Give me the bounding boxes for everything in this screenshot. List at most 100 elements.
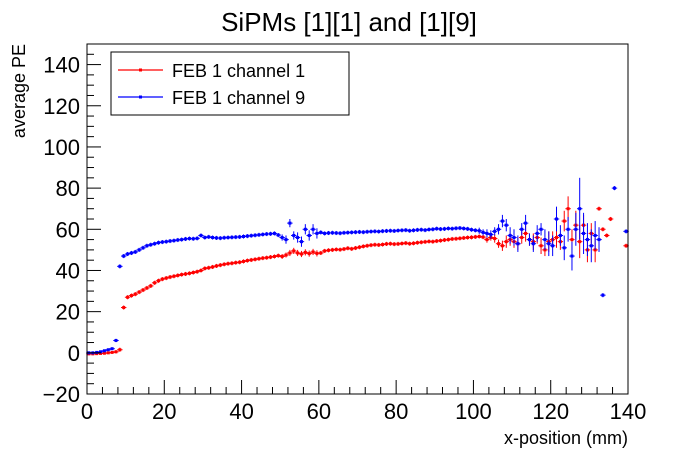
y-tick-label: 100 xyxy=(43,135,80,160)
data-point xyxy=(226,262,230,266)
data-point xyxy=(381,243,385,247)
data-point xyxy=(493,237,497,241)
data-point xyxy=(211,265,215,269)
data-point xyxy=(153,281,157,285)
data-point xyxy=(168,275,172,279)
data-point xyxy=(296,251,300,255)
data-point xyxy=(284,253,288,257)
data-point xyxy=(578,207,582,211)
data-point xyxy=(269,232,273,236)
data-point xyxy=(547,242,551,246)
x-tick-label: 40 xyxy=(229,399,253,424)
data-point xyxy=(203,266,207,270)
data-point xyxy=(551,244,555,248)
data-point xyxy=(543,238,547,242)
x-tick-label: 140 xyxy=(610,399,647,424)
data-point xyxy=(99,351,103,355)
data-point xyxy=(357,230,361,234)
legend-marker-series-2 xyxy=(139,95,142,99)
data-point xyxy=(601,293,605,297)
data-point xyxy=(578,240,582,244)
data-point xyxy=(280,236,284,240)
data-point xyxy=(129,251,133,255)
legend-marker-series-1 xyxy=(139,68,142,72)
data-point xyxy=(133,292,137,296)
data-point xyxy=(535,231,539,235)
y-tick-label: 120 xyxy=(43,94,80,119)
data-point xyxy=(338,248,342,252)
data-point xyxy=(168,239,172,243)
data-point xyxy=(327,248,331,252)
data-point xyxy=(180,273,184,277)
data-point xyxy=(597,238,601,242)
data-point xyxy=(582,231,586,235)
y-tick-label: −20 xyxy=(43,382,80,407)
data-point xyxy=(164,240,168,244)
data-point xyxy=(520,236,524,240)
data-point xyxy=(365,230,369,234)
data-point xyxy=(106,351,110,355)
data-point xyxy=(230,261,234,265)
x-tick-label: 60 xyxy=(307,399,331,424)
data-point xyxy=(242,235,246,238)
data-point xyxy=(102,351,106,355)
legend-box xyxy=(110,51,350,116)
data-point xyxy=(137,290,141,294)
x-tick-label: 20 xyxy=(152,399,176,424)
x-tick-label: 0 xyxy=(81,399,93,424)
data-point xyxy=(156,279,160,283)
data-point xyxy=(365,244,369,248)
data-point xyxy=(392,229,396,233)
data-point xyxy=(392,242,396,246)
data-point xyxy=(415,228,419,232)
data-point xyxy=(211,236,215,240)
data-point xyxy=(311,250,315,254)
data-point xyxy=(307,233,311,237)
data-point xyxy=(133,250,137,254)
data-point xyxy=(412,228,416,232)
data-point xyxy=(427,239,431,243)
data-point xyxy=(222,236,226,240)
data-point xyxy=(500,244,504,248)
data-point xyxy=(122,306,126,310)
data-point xyxy=(180,238,184,242)
data-point xyxy=(334,231,338,235)
data-point xyxy=(176,238,180,242)
data-point xyxy=(292,249,296,253)
data-point xyxy=(272,254,276,258)
data-point xyxy=(396,229,400,233)
data-point xyxy=(624,244,628,248)
data-point xyxy=(253,233,257,237)
data-point xyxy=(346,246,350,250)
data-point xyxy=(195,270,199,274)
data-point xyxy=(442,238,446,242)
data-point xyxy=(319,251,323,255)
data-point xyxy=(354,230,358,234)
data-point xyxy=(361,230,365,234)
data-point xyxy=(249,258,253,262)
data-point xyxy=(319,230,323,234)
y-tick-label: 140 xyxy=(43,53,80,78)
data-point xyxy=(508,233,512,237)
data-point xyxy=(303,227,307,231)
data-point xyxy=(334,247,338,251)
data-point xyxy=(199,233,203,237)
data-point xyxy=(303,250,307,254)
data-point xyxy=(207,235,211,239)
data-point xyxy=(245,234,249,238)
data-point xyxy=(439,239,443,243)
data-point xyxy=(354,246,358,250)
data-point xyxy=(350,230,354,234)
data-point xyxy=(500,219,504,223)
data-point xyxy=(462,226,466,230)
data-point xyxy=(497,227,501,231)
data-point xyxy=(342,231,346,235)
data-point xyxy=(485,231,489,235)
data-point xyxy=(187,271,191,275)
data-point xyxy=(555,217,559,221)
data-point xyxy=(342,247,346,251)
data-point xyxy=(338,231,342,235)
data-point xyxy=(296,236,300,240)
data-point xyxy=(299,252,303,256)
